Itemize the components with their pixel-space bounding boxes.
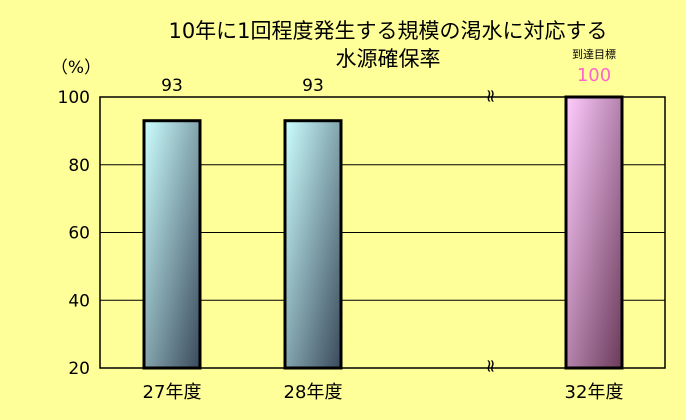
chart-title-line1: 10年に1回程度発生する規模の渇水に対応する xyxy=(168,19,607,43)
y-tick-label: 20 xyxy=(68,359,90,379)
chart-title-line2: 水源確保率 xyxy=(336,47,441,71)
x-tick-label: 28年度 xyxy=(284,382,343,403)
bar xyxy=(142,119,202,370)
x-tick-label: 27年度 xyxy=(143,382,202,403)
plot-area-border xyxy=(99,96,666,369)
axis-break-top: ≈ xyxy=(480,88,501,103)
y-axis-label: （%） xyxy=(51,58,101,78)
y-tick-label: 80 xyxy=(68,156,90,176)
y-tick-label: 60 xyxy=(68,224,90,244)
axis-break-bottom: ≈ xyxy=(480,358,501,373)
value-label: 93 xyxy=(161,76,183,96)
value-labels: 93 93 100 xyxy=(161,65,611,96)
x-tick-labels: 27年度 28年度 32年度 xyxy=(143,382,624,403)
x-tick-label: 32年度 xyxy=(565,382,624,403)
target-label: 到達目標 xyxy=(572,47,616,61)
value-label: 93 xyxy=(302,76,324,96)
y-tick-label: 40 xyxy=(68,291,90,311)
y-tick-label: 100 xyxy=(58,88,90,108)
value-label: 100 xyxy=(577,65,611,86)
bar xyxy=(283,119,343,370)
bar-target xyxy=(564,95,624,370)
y-tick-labels: 20 40 60 80 100 xyxy=(58,88,90,379)
